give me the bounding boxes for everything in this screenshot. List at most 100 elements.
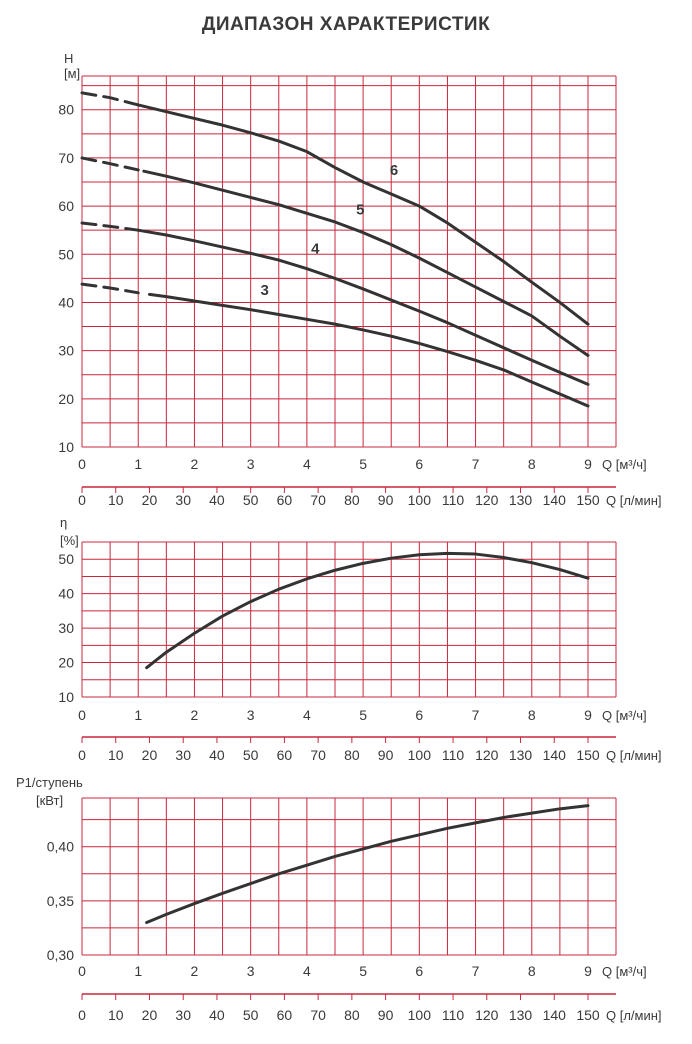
head-xtick2-label: 120 bbox=[475, 492, 499, 508]
eff-xtick2-label: 50 bbox=[243, 747, 259, 763]
power-xtick-label: 6 bbox=[415, 963, 423, 979]
power-xtick2-label: 140 bbox=[543, 1007, 567, 1023]
power-ytick-label: 0,30 bbox=[47, 947, 74, 963]
head-xtick-label: 0 bbox=[78, 456, 86, 472]
head-curve-label: 4 bbox=[311, 240, 320, 257]
head-xtick-label: 9 bbox=[584, 456, 592, 472]
eff-xtick-label: 0 bbox=[78, 707, 86, 723]
eff-xtick2-label: 150 bbox=[576, 747, 600, 763]
power-xtick-label: 1 bbox=[134, 963, 142, 979]
eff-x2-label: Q [л/мин] bbox=[606, 748, 662, 763]
power-xtick2-label: 100 bbox=[408, 1007, 432, 1023]
power-xtick2-label: 10 bbox=[108, 1007, 124, 1023]
power-xtick-label: 8 bbox=[528, 963, 536, 979]
head-xtick2-label: 130 bbox=[509, 492, 533, 508]
head-curve-6-dashed bbox=[80, 91, 140, 107]
head-xtick2-label: 40 bbox=[209, 492, 225, 508]
eff-curve bbox=[145, 551, 590, 670]
power-xtick2-label: 0 bbox=[78, 1007, 86, 1023]
eff-xtick2-label: 90 bbox=[378, 747, 394, 763]
eff-xtick2-label: 60 bbox=[277, 747, 293, 763]
head-curve-label: 3 bbox=[261, 282, 269, 299]
head-y-unit: [м] bbox=[64, 66, 80, 81]
head-xtick2-label: 60 bbox=[277, 492, 293, 508]
head-xtick2-label: 150 bbox=[576, 492, 600, 508]
head-curve-5-dashed bbox=[80, 156, 140, 172]
head-curve-label: 5 bbox=[356, 201, 364, 218]
power-xtick2-label: 150 bbox=[576, 1007, 600, 1023]
head-curve-4-dashed bbox=[80, 221, 140, 232]
head-xtick-label: 7 bbox=[472, 456, 480, 472]
head-curve-3-dashed bbox=[80, 282, 140, 295]
power-xtick2-label: 80 bbox=[344, 1007, 360, 1023]
power-xtick-label: 9 bbox=[584, 963, 592, 979]
power-xtick2-label: 70 bbox=[310, 1007, 326, 1023]
head-ytick-label: 40 bbox=[58, 294, 74, 310]
head-ytick-label: 30 bbox=[58, 343, 74, 359]
head-xtick2-label: 70 bbox=[310, 492, 326, 508]
eff-xtick-label: 1 bbox=[134, 707, 142, 723]
head-xtick2-label: 30 bbox=[175, 492, 191, 508]
power-ytick-label: 0,35 bbox=[47, 893, 74, 909]
eff-xtick2-label: 130 bbox=[509, 747, 533, 763]
power-ytick-label: 0,40 bbox=[47, 839, 74, 855]
eff-y-title: η bbox=[60, 515, 67, 530]
eff-ytick-label: 40 bbox=[58, 586, 74, 602]
head-xtick2-label: 0 bbox=[78, 492, 86, 508]
head-xtick-label: 3 bbox=[247, 456, 255, 472]
eff-xtick2-label: 110 bbox=[442, 747, 465, 763]
eff-xtick-label: 4 bbox=[303, 707, 311, 723]
eff-xtick2-label: 40 bbox=[209, 747, 225, 763]
head-curve-4 bbox=[136, 228, 590, 386]
power-xtick-label: 7 bbox=[472, 963, 480, 979]
power-chart-panel: P1/ступень [кВт] 0,30 0,35 0,40 0 1 2 3 4 5 6 7 8 9 Q [… bbox=[16, 775, 662, 1023]
head-ytick-label: 80 bbox=[58, 102, 74, 118]
power-xtick-label: 4 bbox=[303, 963, 311, 979]
head-xtick2-label: 90 bbox=[378, 492, 394, 508]
head-xtick2-label: 50 bbox=[243, 492, 259, 508]
eff-xtick2-label: 120 bbox=[475, 747, 499, 763]
head-ytick-label: 70 bbox=[58, 150, 74, 166]
power-curve bbox=[145, 804, 590, 925]
head-xtick2-label: 100 bbox=[408, 492, 432, 508]
power-xtick-label: 2 bbox=[191, 963, 199, 979]
eff-ytick-label: 50 bbox=[58, 551, 74, 567]
eff-xtick2-label: 10 bbox=[108, 747, 124, 763]
power-xtick-label: 5 bbox=[359, 963, 367, 979]
power-xtick-label: 0 bbox=[78, 963, 86, 979]
head-curve-3 bbox=[147, 292, 590, 408]
eff-ytick-label: 20 bbox=[58, 655, 74, 671]
eff-xtick2-label: 80 bbox=[344, 747, 360, 763]
head-curve-label: 6 bbox=[390, 162, 398, 179]
power-y-title: P1/ступень bbox=[16, 775, 83, 790]
head-xtick2-label: 140 bbox=[543, 492, 567, 508]
head-xtick2-label: 10 bbox=[108, 492, 124, 508]
eff-xtick-label: 6 bbox=[415, 707, 423, 723]
power-xtick2-label: 110 bbox=[442, 1007, 465, 1023]
eff-xtick-label: 7 bbox=[472, 707, 480, 723]
eff-xtick2-label: 70 bbox=[310, 747, 326, 763]
head-x2-label: Q [л/мин] bbox=[606, 493, 662, 508]
eff-xtick2-label: 0 bbox=[78, 747, 86, 763]
eff-y-unit: [%] bbox=[60, 533, 79, 548]
head-x-label: Q [м³/ч] bbox=[602, 457, 647, 472]
eff-xtick-label: 9 bbox=[584, 707, 592, 723]
power-xtick-label: 3 bbox=[247, 963, 255, 979]
head-ytick-label: 50 bbox=[58, 246, 74, 262]
eff-xtick-label: 5 bbox=[359, 707, 367, 723]
eff-x-label: Q [м³/ч] bbox=[602, 708, 647, 723]
power-x2-label: Q [л/мин] bbox=[606, 1008, 662, 1023]
head-xtick-label: 1 bbox=[134, 456, 142, 472]
eff-ytick-label: 30 bbox=[58, 620, 74, 636]
power-xtick2-label: 60 bbox=[277, 1007, 293, 1023]
head-ytick-label: 10 bbox=[58, 439, 74, 455]
power-xtick2-label: 40 bbox=[209, 1007, 225, 1023]
head-ytick-label: 60 bbox=[58, 198, 74, 214]
power-xtick2-label: 50 bbox=[243, 1007, 259, 1023]
eff-xtick2-label: 30 bbox=[175, 747, 191, 763]
head-xtick2-label: 20 bbox=[142, 492, 158, 508]
power-xtick2-label: 20 bbox=[142, 1007, 158, 1023]
